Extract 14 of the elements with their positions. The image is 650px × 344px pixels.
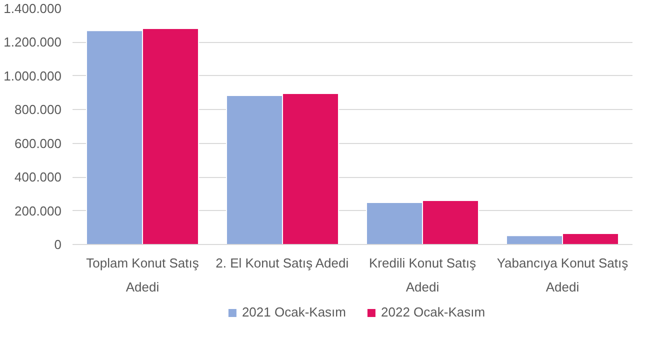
category-label: Kredili Konut Satış Adedi bbox=[369, 256, 476, 294]
y-tick-label: 800.000 bbox=[14, 102, 62, 118]
y-tick-label: 1.400.000 bbox=[4, 1, 62, 16]
category-label: Toplam Konut Satış Adedi bbox=[86, 256, 199, 294]
y-tick-label: 1.000.000 bbox=[4, 68, 62, 84]
y-tick-label: 400.000 bbox=[14, 170, 62, 185]
y-tick-label: 200.000 bbox=[14, 203, 62, 218]
y-tick-label: 600.000 bbox=[14, 136, 62, 151]
category-label: Yabancıya Konut Satış Adedi bbox=[496, 256, 628, 294]
y-tick-label: 0 bbox=[54, 237, 62, 252]
legend-label: 2022 Ocak-Kasım bbox=[381, 304, 486, 320]
y-tick-label: 1.200.000 bbox=[4, 34, 62, 50]
legend-label: 2021 Ocak-Kasım bbox=[242, 304, 346, 320]
x-tick-label: 2. El Konut Satış Adedi bbox=[216, 256, 349, 270]
